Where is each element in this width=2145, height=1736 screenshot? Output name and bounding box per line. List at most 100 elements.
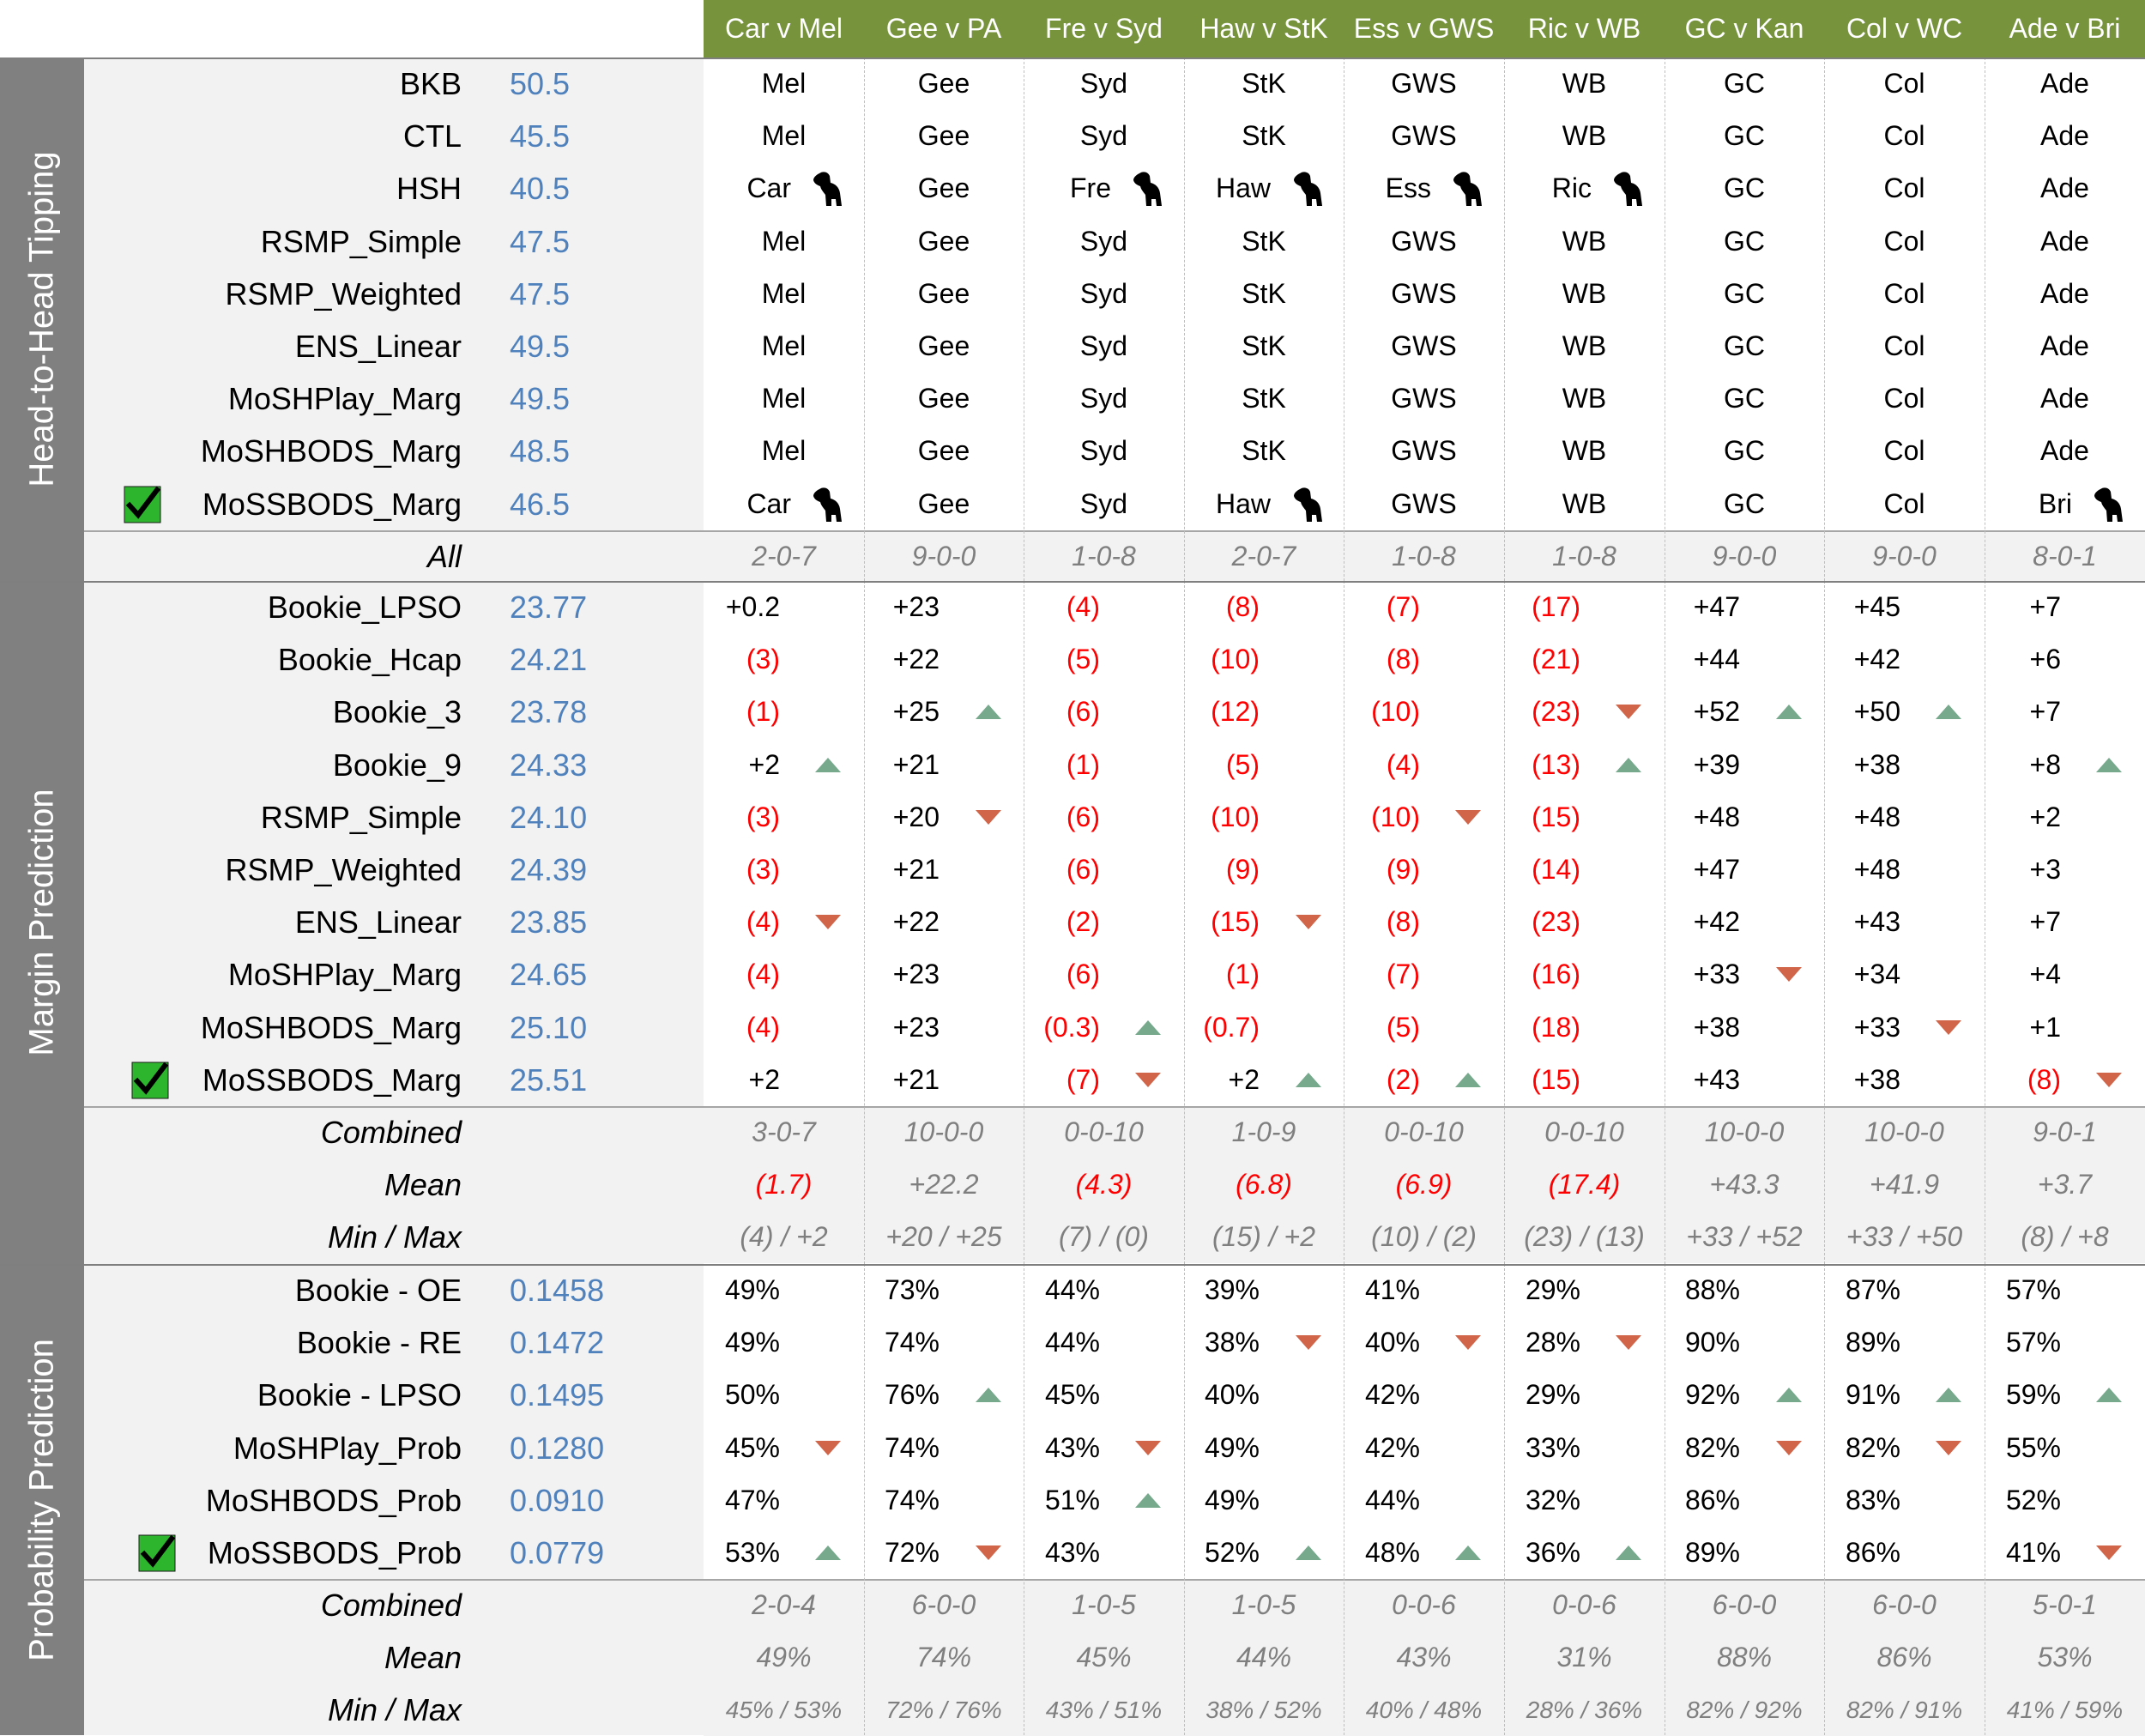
prediction-cell: 83% (1824, 1474, 1985, 1527)
prediction-cell: 41% (1344, 1264, 1504, 1316)
prediction-value: Col (1883, 120, 1925, 151)
section-2: Probability Prediction Bookie - OE 0.1458 4… (0, 1264, 2145, 1736)
summary-cell: +43.3 (1665, 1158, 1824, 1211)
prediction-cell: StK (1184, 215, 1344, 268)
summary-value: 9-0-0 (1712, 541, 1777, 572)
prediction-cell: 42% (1344, 1422, 1504, 1474)
summary-cell: 72% / 76% (864, 1684, 1024, 1736)
prediction-value: Syd (1079, 330, 1128, 361)
summary-value: (4) / +2 (740, 1221, 828, 1252)
prediction-value: Gee (917, 120, 970, 151)
prediction-cell: (10) (1184, 633, 1344, 686)
prediction-value: 42% (1364, 1432, 1420, 1463)
prediction-value: GC (1724, 172, 1765, 203)
prediction-value: +50 (1853, 696, 1900, 727)
model-score: 0.1280 (510, 1431, 605, 1466)
triangle-up-icon (976, 1388, 1001, 1402)
model-score: 0.0779 (510, 1535, 605, 1570)
prediction-cell: StK (1184, 372, 1344, 425)
summary-value: (17.4) (1548, 1169, 1621, 1200)
summary-cell: (17.4) (1504, 1158, 1665, 1211)
prediction-cell: +52 (1665, 686, 1824, 738)
prediction-cell: (15) (1184, 896, 1344, 948)
prediction-cell: +48 (1824, 844, 1985, 896)
summary-value: +41.9 (1870, 1169, 1939, 1200)
prediction-cell: WB (1504, 425, 1665, 477)
prediction-value: 29% (1525, 1274, 1580, 1305)
prediction-value: Col (1883, 68, 1925, 99)
column-separator (1824, 57, 1825, 581)
summary-value: 49% (756, 1642, 812, 1672)
prediction-cell: Ade (1985, 57, 2145, 110)
prediction-value: WB (1562, 383, 1607, 414)
model-score: 49.5 (510, 329, 571, 364)
prediction-value: Gee (917, 488, 970, 519)
prediction-cell: 52% (1184, 1527, 1344, 1579)
triangle-down-icon (976, 810, 1001, 825)
prediction-value: (1) (1225, 959, 1260, 989)
model-row: Bookie_3 23.78 (1) +25 (6) (12) (10) (23) +52 +50… (0, 686, 2145, 738)
prediction-cell: +38 (1665, 1001, 1824, 1054)
prediction-cell: Col (1824, 268, 1985, 320)
prediction-value: (4) (1386, 749, 1420, 780)
model-column-bg (84, 1264, 704, 1735)
summary-cell: 82% / 92% (1665, 1684, 1824, 1736)
summary-cell: 31% (1504, 1631, 1665, 1684)
prediction-cell: +47 (1665, 581, 1824, 633)
prediction-cell: (2) (1344, 1054, 1504, 1106)
prediction-cell: 38% (1184, 1316, 1344, 1369)
column-separator (1184, 57, 1185, 581)
summary-value: 10-0-0 (1704, 1116, 1785, 1147)
prediction-cell: +4 (1985, 948, 2145, 1001)
prediction-value: Col (1883, 330, 1925, 361)
prediction-cell: Ric (1504, 162, 1665, 215)
summary-cell: +33 / +50 (1824, 1211, 1985, 1263)
triangle-down-icon (2096, 1545, 2122, 1560)
prediction-cell: 51% (1024, 1474, 1184, 1527)
summary-cell: 1-0-8 (1504, 530, 1665, 583)
prediction-value: +8 (2029, 749, 2061, 780)
summary-cell: 53% (1985, 1631, 2145, 1684)
model-score: 0.0910 (510, 1483, 605, 1518)
prediction-value: 40% (1204, 1379, 1260, 1410)
prediction-cell: 49% (1184, 1474, 1344, 1527)
summary-value: 82% / 92% (1686, 1697, 1803, 1723)
prediction-value: 47% (724, 1485, 780, 1515)
prediction-cell: +22 (864, 896, 1024, 948)
prediction-cell: Ade (1985, 110, 2145, 162)
prediction-value: Syd (1079, 488, 1128, 519)
summary-value: (1.7) (755, 1169, 813, 1200)
prediction-value: 88% (1684, 1274, 1740, 1305)
summary-value: 9-0-1 (2033, 1116, 2097, 1147)
triangle-up-icon (1936, 1388, 1961, 1402)
prediction-value: Ade (2040, 435, 2089, 466)
prediction-cell: (4) (1024, 581, 1184, 633)
summary-label: Combined (320, 1588, 462, 1623)
prediction-cell: +43 (1665, 1054, 1824, 1106)
prediction-cell: Ade (1985, 372, 2145, 425)
prediction-cell: (15) (1504, 1054, 1665, 1106)
model-column-bg (84, 57, 704, 581)
triangle-up-icon (1776, 705, 1802, 719)
model-row: Bookie - RE 0.1472 49% 74% 44% 38% 40% 28% 90% 89… (0, 1316, 2145, 1369)
model-row: MoSSBODS_Prob 0.0779 53% 72% 43% 52% 48% 36% 89%… (0, 1527, 2145, 1579)
check-icon (124, 486, 161, 523)
summary-cell: 82% / 91% (1824, 1684, 1985, 1736)
summary-cell: 0-0-10 (1024, 1106, 1184, 1158)
prediction-value: (10) (1371, 696, 1420, 727)
prediction-value: 92% (1684, 1379, 1740, 1410)
prediction-value: 86% (1684, 1485, 1740, 1515)
prediction-cell: (14) (1504, 844, 1665, 896)
model-row: Bookie - LPSO 0.1495 50% 76% 45% 40% 42% 29% 92%… (0, 1369, 2145, 1421)
model-row: MoSSBODS_Marg 25.51 +2 +21 (7) +2 (2) (15) +43 +3… (0, 1054, 2145, 1106)
prediction-value: +48 (1853, 801, 1900, 832)
summary-cell: 28% / 36% (1504, 1684, 1665, 1736)
summary-row: Mean (1.7) +22.2 (4.3) (6.8) (6.9) (17.4) +43.3… (0, 1158, 2145, 1211)
prediction-value: (21) (1532, 644, 1580, 674)
prediction-cell: StK (1184, 425, 1344, 477)
summary-cell: +20 / +25 (864, 1211, 1024, 1263)
prediction-value: (8) (1225, 591, 1260, 622)
prediction-value: (1) (746, 696, 780, 727)
prediction-value: 83% (1845, 1485, 1900, 1515)
dog-icon (1294, 487, 1322, 522)
